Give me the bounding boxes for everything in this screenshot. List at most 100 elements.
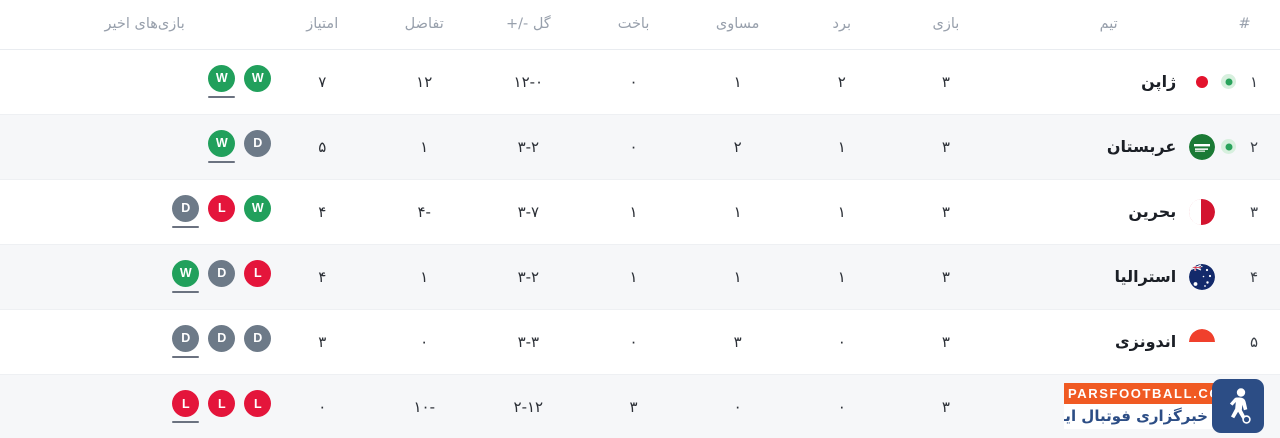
form-badge-d[interactable]: D: [208, 260, 236, 287]
form-badge-d[interactable]: D: [244, 130, 272, 157]
rank-cell: ۲: [1219, 114, 1280, 180]
rank-number: ۱: [1249, 72, 1259, 91]
form-item[interactable]: D: [244, 325, 272, 358]
form-item[interactable]: L: [208, 195, 236, 228]
form-item[interactable]: D: [208, 260, 236, 293]
form-badge-underline: [208, 356, 235, 358]
goal-difference-cell: ۱: [373, 114, 476, 180]
australia-flag-icon: [1189, 263, 1216, 290]
form-badge-d[interactable]: D: [172, 195, 200, 222]
form-badge-w[interactable]: W: [244, 195, 272, 222]
form-item[interactable]: L: [208, 390, 236, 423]
qualification-dot: [1221, 334, 1236, 349]
rank-number: ۵: [1249, 332, 1259, 351]
column-header-rank[interactable]: #: [1219, 0, 1280, 49]
form-item[interactable]: D: [172, 195, 200, 228]
won-cell: ۱: [789, 179, 894, 245]
form-badge-w[interactable]: W: [244, 65, 272, 92]
form-item[interactable]: D: [244, 130, 272, 163]
played-cell: ۳: [893, 179, 998, 245]
form-item[interactable]: D: [208, 325, 236, 358]
form-badge-d[interactable]: D: [244, 325, 272, 352]
column-header-played[interactable]: بازی: [893, 0, 998, 49]
parsfootball-watermark: PARSFOOTBALL.COM خبرگزاری فوتبال ایران: [1064, 379, 1264, 433]
japan-flag-icon: [1189, 68, 1216, 95]
form-badge-l[interactable]: L: [172, 390, 200, 418]
team-name: عربستان: [1106, 137, 1177, 156]
form-badge-underline: [172, 291, 200, 293]
rank-number: ۲: [1249, 137, 1259, 156]
team-name: بحرین: [1128, 202, 1177, 221]
column-header-points[interactable]: امتیاز: [271, 0, 374, 49]
indonesia-flag-icon: [1189, 328, 1216, 355]
form-item[interactable]: W: [244, 65, 272, 98]
table-row[interactable]: ۱ ژاپن ۳ ۲ ۱ ۰ ۱۲-۰ ۱۲ ۷ W W: [0, 49, 1280, 115]
qualification-dot: [1221, 74, 1236, 89]
points-cell: ۵: [271, 114, 374, 180]
form-item[interactable]: W: [172, 260, 200, 293]
footballer-icon: [1212, 379, 1264, 433]
team-cell[interactable]: استرالیا: [997, 244, 1220, 310]
form-badge-l[interactable]: L: [244, 260, 272, 287]
header-row: # تیم بازی برد مساوی باخت گل -/+ تفاضل ا…: [0, 0, 1280, 49]
form-badge-underline: [172, 421, 200, 424]
form-item[interactable]: L: [244, 260, 272, 293]
form-badge-underline: [208, 226, 235, 228]
form-badge-w[interactable]: W: [208, 65, 236, 92]
table-row[interactable]: ۲ عربستان ۳ ۱ ۲ ۰ ۳-۲ ۱ ۵ W D: [0, 114, 1280, 180]
team-cell[interactable]: عربستان: [997, 114, 1220, 180]
form-badge-w[interactable]: W: [208, 130, 236, 157]
column-header-lost[interactable]: باخت: [581, 0, 686, 49]
form-item[interactable]: W: [208, 65, 236, 98]
team-cell[interactable]: اندونزی: [997, 309, 1220, 375]
column-header-form[interactable]: بازی‌های اخیر: [0, 0, 272, 49]
played-cell: ۳: [893, 114, 998, 180]
form-badge-underline: [208, 421, 235, 423]
table-row[interactable]: ۵ اندونزی ۳ ۰ ۳ ۰ ۳-۳ ۰ ۳ D D D: [0, 309, 1280, 375]
drawn-cell: ۲: [685, 114, 790, 180]
column-header-team[interactable]: تیم: [997, 0, 1220, 49]
bahrain-flag-icon: [1189, 198, 1216, 225]
played-cell: ۳: [893, 309, 998, 375]
qualification-dot: [1221, 139, 1236, 154]
form-badge-underline: [208, 96, 236, 98]
form-badge-l[interactable]: L: [244, 390, 272, 418]
drawn-cell: ۰: [733, 397, 742, 416]
form-item[interactable]: W: [244, 195, 272, 228]
form-badge-d[interactable]: D: [172, 325, 200, 352]
form-item[interactable]: D: [172, 325, 200, 358]
lost-cell: ۰: [581, 49, 686, 115]
form-badge-l[interactable]: L: [208, 195, 236, 222]
form-badge-l[interactable]: L: [208, 390, 236, 418]
form-item[interactable]: L: [244, 390, 272, 423]
table-row[interactable]: ۳ بحرین ۳ ۱ ۱ ۱ ۳-۷ -۴ ۴ D L W: [0, 179, 1280, 245]
column-header-won[interactable]: برد: [789, 0, 894, 49]
played-cell: ۳: [893, 49, 998, 115]
form-badge-w[interactable]: W: [172, 260, 200, 287]
form-badge-d[interactable]: D: [208, 325, 236, 352]
column-header-goals[interactable]: گل -/+: [475, 0, 582, 49]
table-row[interactable]: ۴ استرالیا ۳ ۱ ۱ ۱ ۳-۲ ۱ ۴ W D L: [0, 244, 1280, 310]
points-cell: ۷: [271, 49, 374, 115]
column-header-drawn[interactable]: مساوی: [685, 0, 790, 49]
lost-cell: ۱: [581, 179, 686, 245]
qualification-dot: [1221, 204, 1236, 219]
played-cell: ۳: [941, 397, 950, 416]
column-header-diff[interactable]: تفاضل: [373, 0, 476, 49]
goals-cell: ۳-۲: [475, 244, 582, 310]
form-badge-underline: [244, 291, 271, 293]
goals-cell: ۲-۱۲: [513, 397, 544, 416]
team-cell[interactable]: بحرین: [997, 179, 1220, 245]
form-item[interactable]: L: [172, 390, 200, 424]
form-item[interactable]: W: [208, 130, 236, 163]
form-badge-underline: [244, 226, 271, 228]
team-cell[interactable]: ژاپن: [997, 49, 1220, 115]
rank-cell: ۵: [1219, 309, 1280, 375]
lost-cell: ۳: [629, 397, 638, 416]
